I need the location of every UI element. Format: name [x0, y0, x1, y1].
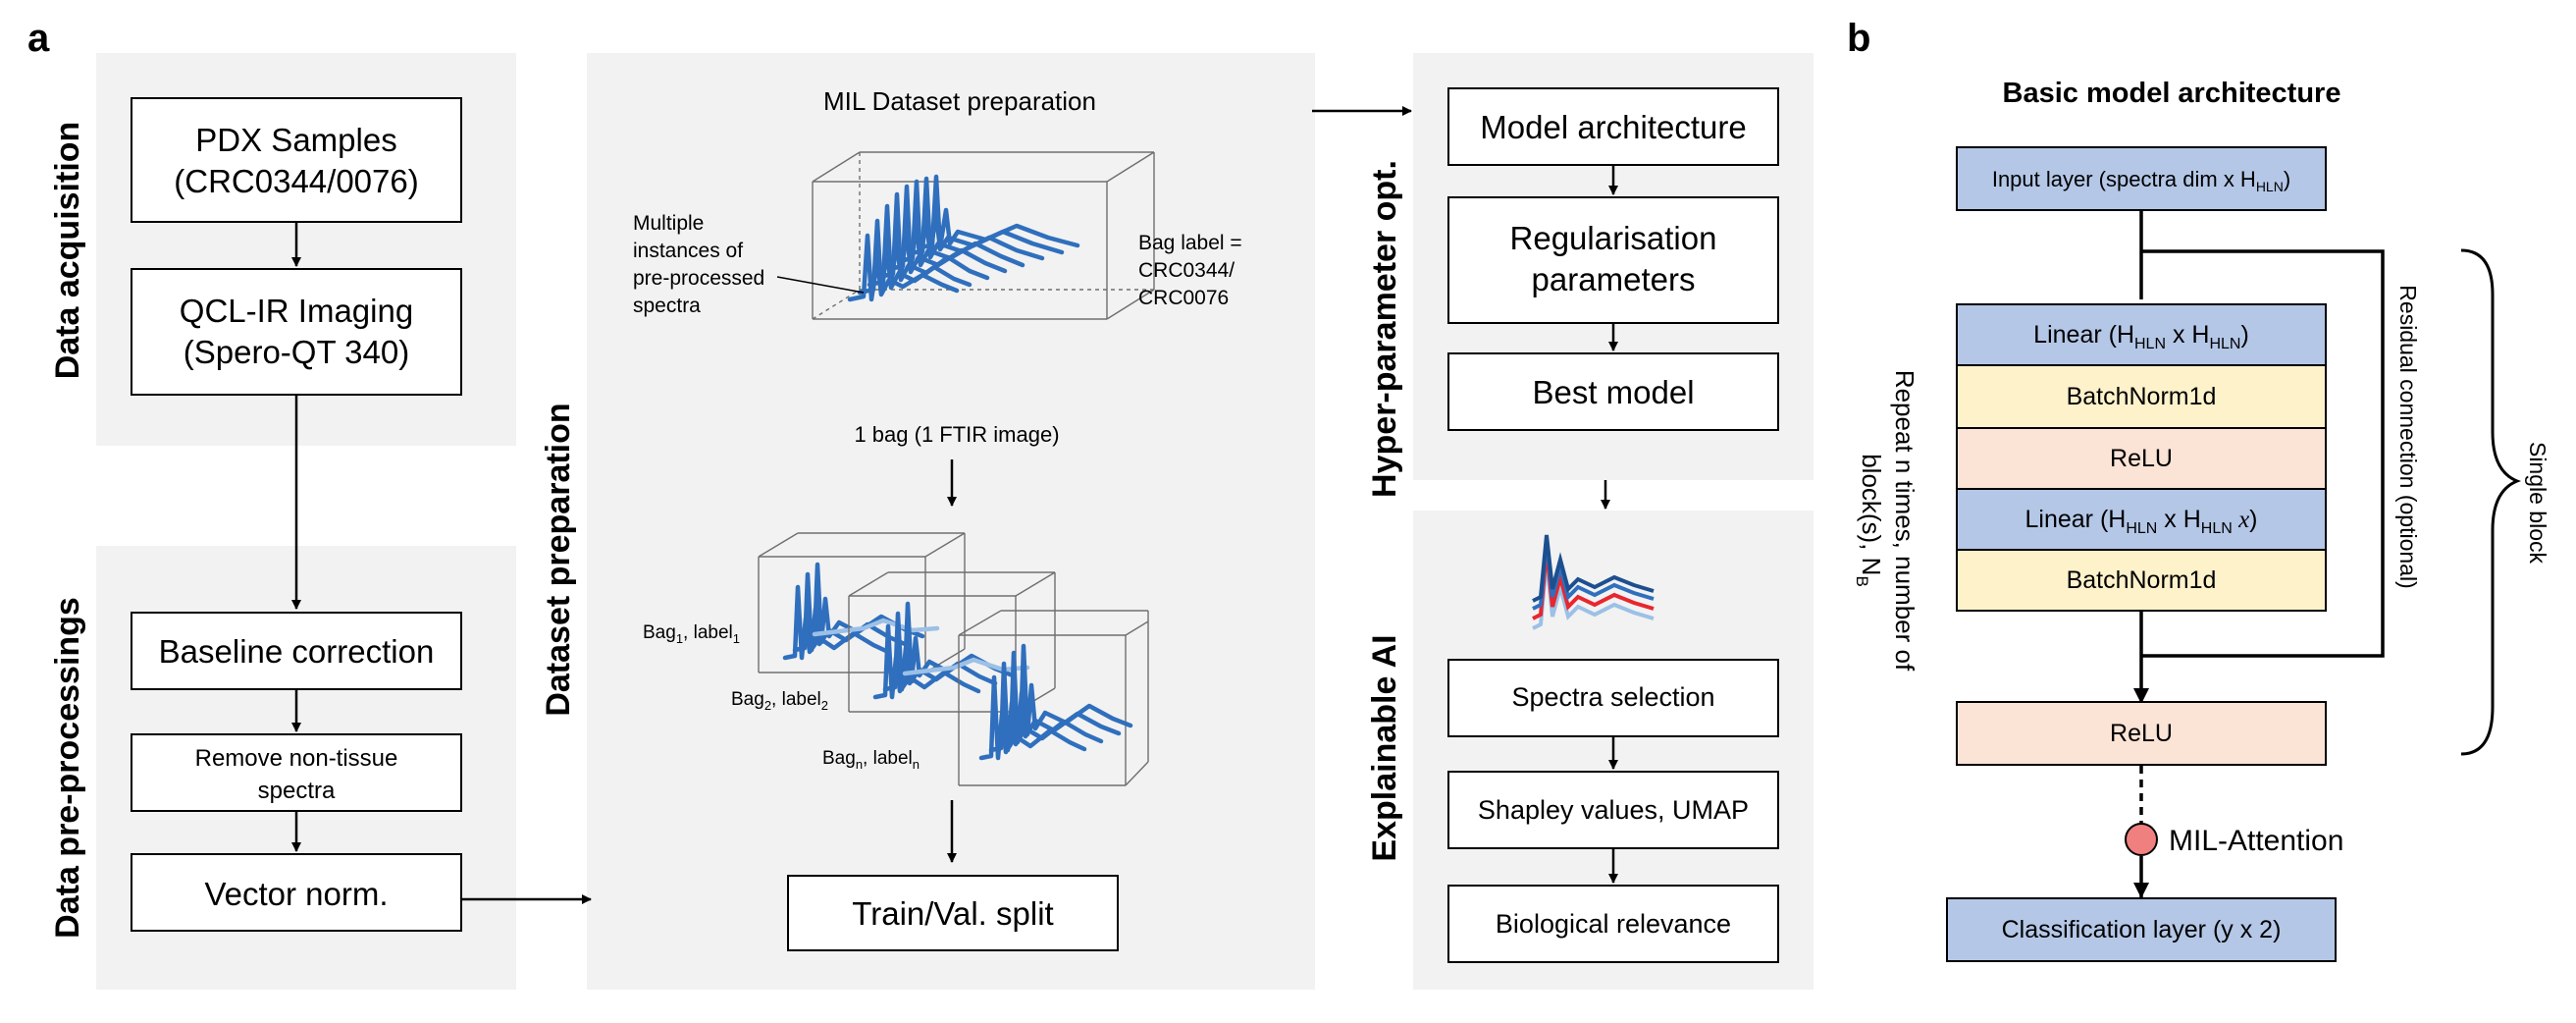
qcl-imaging-label: QCL-IR Imaging — [180, 293, 413, 329]
spectra-selection-box — [1447, 659, 1779, 737]
biological-relevance-box — [1447, 885, 1779, 963]
regularisation-box — [1447, 196, 1779, 324]
regularisation-line1: Regularisation — [1510, 220, 1717, 256]
attention-node — [2125, 823, 2158, 856]
bag-n-cube — [958, 610, 1149, 786]
batchnorm-layer-2-label: BatchNorm1d — [2067, 566, 2217, 594]
model-architecture-box — [1447, 87, 1779, 166]
spectra-selection-label: Spectra selection — [1511, 682, 1714, 712]
bag-2-cube — [848, 571, 1056, 713]
preprocessing-title: Data pre-processings — [49, 597, 86, 939]
mil-attention-label: MIL-Attention — [2169, 825, 2343, 857]
one-bag-label: 1 bag (1 FTIR image) — [854, 422, 1059, 447]
remove-nontissue-box — [131, 733, 462, 812]
pdx-samples-box — [131, 97, 462, 223]
bag-2-label: Bag2, label2 — [731, 689, 828, 713]
repeat-label: Repeat n times, number of block(s), NB — [1853, 370, 1919, 672]
shapley-umap-box — [1447, 771, 1779, 849]
single-block-brace — [2460, 248, 2522, 756]
pdx-samples-label: PDX Samples — [195, 122, 396, 158]
residual-label: Residual connection (optional) — [2395, 285, 2421, 588]
xai-spectra-icon — [1532, 534, 1655, 630]
biological-relevance-label: Biological relevance — [1496, 909, 1731, 939]
remove-nontissue-line1: Remove non-tissue — [195, 745, 398, 772]
panel-a-letter: a — [27, 17, 50, 60]
instances-line4: spectra — [633, 295, 701, 317]
input-layer-box — [1956, 146, 2327, 211]
linear-layer-1-label: Linear (HHLN x HHLN) — [2033, 321, 2249, 352]
repeat-line2: block(s), NB — [1853, 454, 1886, 587]
pdx-samples-ids: (CRC0344/0076) — [174, 163, 418, 199]
vector-norm-label: Vector norm. — [204, 876, 388, 912]
batchnorm-layer-1-label: BatchNorm1d — [2067, 383, 2217, 410]
model-architecture-label: Model architecture — [1480, 109, 1746, 145]
instances-line3: pre-processed — [633, 267, 764, 290]
xai-title: Explainable AI — [1366, 634, 1403, 861]
linear-layer-1 — [1956, 303, 2327, 366]
classification-layer-label: Classification layer (y x 2) — [2002, 916, 2282, 943]
baseline-correction-box — [131, 612, 462, 690]
panel-b-letter: b — [1847, 17, 1870, 60]
bag-label-line3: CRC0076 — [1138, 287, 1229, 309]
relu-layer-2 — [1956, 701, 2327, 766]
linear-layer-2 — [1956, 488, 2327, 551]
input-layer-label: Input layer (spectra dim x HHLN) — [1992, 167, 2290, 194]
bag-n-label: Bagn, labeln — [822, 748, 920, 772]
single-block-label: Single block — [2525, 442, 2550, 565]
repeat-line1: Repeat n times, number of — [1890, 370, 1919, 672]
baseline-correction-label: Baseline correction — [159, 633, 435, 670]
instances-line2: instances of — [633, 240, 743, 262]
classification-layer-box — [1946, 897, 2337, 962]
bag-1-spectra — [782, 562, 940, 661]
batchnorm-layer-1 — [1956, 364, 2327, 429]
single-bag-spectra — [847, 174, 1080, 302]
train-val-split-label: Train/Val. split — [852, 895, 1053, 932]
relu-layer-1 — [1956, 427, 2327, 490]
hyperparam-title: Hyper-parameter opt. — [1366, 160, 1403, 498]
remove-nontissue-line2: spectra — [258, 778, 336, 804]
qcl-imaging-box — [131, 268, 462, 396]
shapley-umap-label: Shapley values, UMAP — [1478, 795, 1749, 825]
dataset-title: Dataset preparation — [540, 403, 577, 716]
qcl-imaging-device: (Spero-QT 340) — [184, 334, 409, 370]
best-model-label: Best model — [1532, 374, 1694, 410]
instances-line1: Multiple — [633, 212, 704, 235]
bag-label-line2: CRC0344/ — [1138, 259, 1235, 282]
batchnorm-layer-2 — [1956, 549, 2327, 612]
relu-layer-1-label: ReLU — [2110, 445, 2173, 472]
acquisition-title: Data acquisition — [49, 122, 86, 380]
mil-title: MIL Dataset preparation — [823, 86, 1096, 116]
relu-layer-2-label: ReLU — [2110, 720, 2173, 747]
bag-n-spectra — [978, 643, 1133, 761]
single-bag-cube — [812, 151, 1155, 320]
vector-norm-box — [131, 853, 462, 932]
linear-layer-2-label: Linear (HHLN x HHLN x) — [2025, 506, 2258, 537]
best-model-box — [1447, 352, 1779, 431]
bag-1-label: Bag1, label1 — [643, 622, 740, 646]
residual-connection-path — [2141, 249, 2385, 658]
bag-label-line1: Bag label = — [1138, 232, 1242, 254]
instances-pointer — [776, 276, 865, 294]
regularisation-line2: parameters — [1532, 261, 1696, 297]
architecture-title: Basic model architecture — [2003, 78, 2341, 109]
train-val-split-box — [787, 875, 1119, 951]
